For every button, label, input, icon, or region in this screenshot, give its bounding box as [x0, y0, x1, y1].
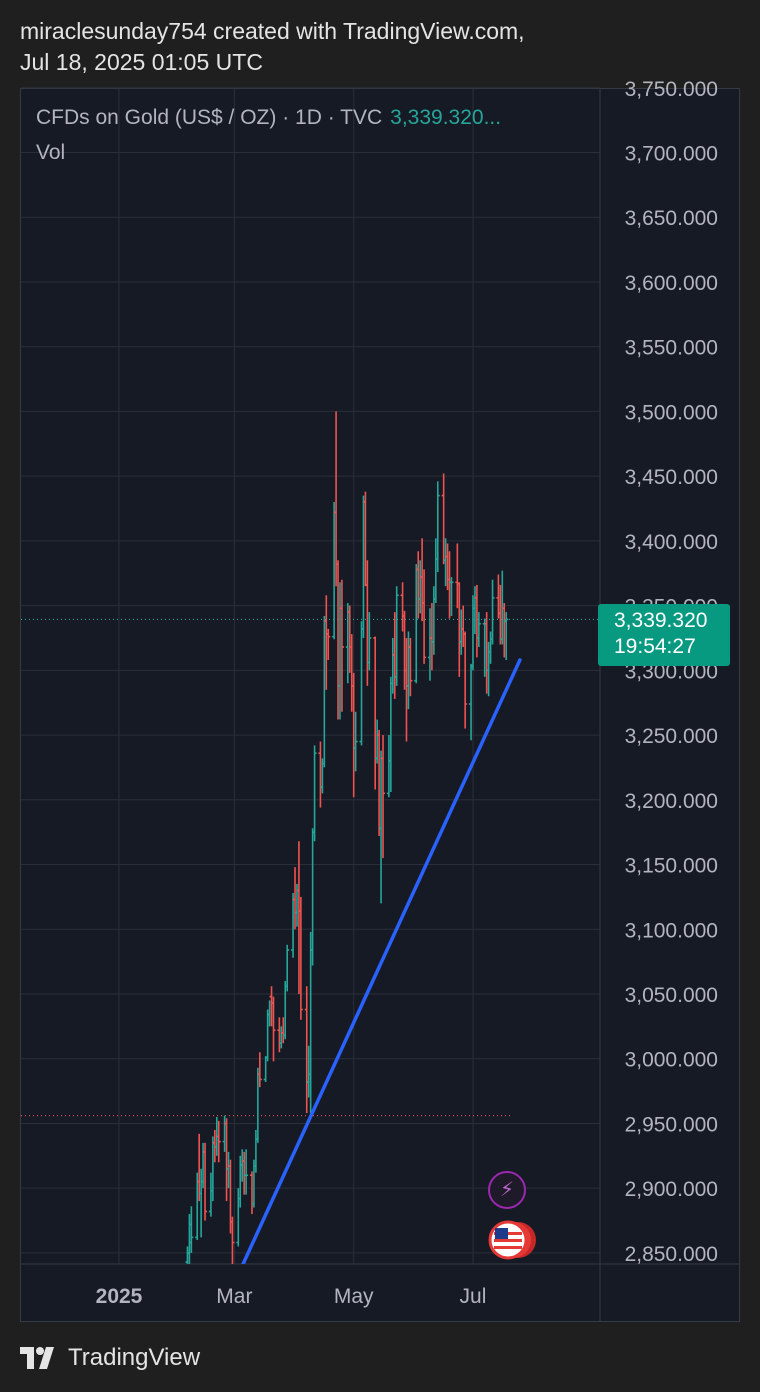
price-tick-label: 3,200.000 [625, 790, 718, 813]
price-tick-label: 3,100.000 [625, 919, 718, 942]
ohlc-bar [189, 1206, 194, 1253]
price-tick-label: 3,700.000 [625, 143, 718, 166]
price-tick-label: 3,400.000 [625, 531, 718, 554]
ohlc-bar [449, 577, 454, 616]
ohlc-bar [312, 745, 317, 842]
ohlc-bar [408, 637, 413, 697]
ohlc-bar [285, 944, 290, 992]
ohlc-bar [244, 1149, 249, 1195]
us-flag-icon[interactable] [488, 1219, 538, 1261]
ohlc-bar [504, 612, 509, 660]
last-price-tag: 3,339.320 19:54:27 [598, 604, 730, 666]
ohlc-bar [381, 735, 386, 859]
ohlc-bar [353, 711, 358, 772]
ohlc-bar [216, 1120, 221, 1163]
volume-legend[interactable]: Vol [36, 141, 66, 164]
symbol-title: CFDs on Gold (US$ / OZ) · 1D · TVC [36, 106, 383, 129]
ohlc-bar [476, 612, 481, 648]
ohlc-bar [339, 579, 344, 712]
ohlc-bar [469, 663, 474, 741]
price-tick-label: 3,750.000 [625, 78, 718, 101]
price-tick-label: 3,450.000 [625, 466, 718, 489]
time-tick-label: Jul [460, 1285, 487, 1308]
caption-author: miraclesunday754 created with TradingVie… [20, 18, 525, 44]
price-tick-label: 2,850.000 [625, 1243, 718, 1266]
ohlc-bar [463, 631, 468, 729]
time-tick-label: May [334, 1285, 374, 1308]
tradingview-logo-icon [20, 1347, 54, 1369]
chart-caption: miraclesunday754 created with TradingVie… [20, 16, 525, 78]
ohlc-bar [422, 569, 427, 664]
brand-name: TradingView [68, 1344, 201, 1371]
price-tick-label: 3,000.000 [625, 1049, 718, 1072]
price-tick-label: 2,900.000 [625, 1178, 718, 1201]
price-tick-label: 3,050.000 [625, 984, 718, 1007]
plot-area [21, 411, 600, 1264]
ohlc-bar [490, 579, 495, 645]
ohlc-bar [435, 481, 440, 572]
ohlc-bar [271, 996, 276, 1062]
last-price-value: 3,339.320 [614, 609, 708, 632]
symbol-legend[interactable]: CFDs on Gold (US$ / OZ) · 1D · TVC 3,339.… [36, 106, 501, 130]
chart-panel[interactable] [20, 88, 740, 1322]
tradingview-brand[interactable]: TradingView [20, 1341, 200, 1375]
price-tick-label: 3,500.000 [625, 401, 718, 424]
price-tick-label: 3,550.000 [625, 337, 718, 360]
ohlc-bar [359, 621, 364, 746]
trendline [241, 658, 522, 1264]
price-tick-label: 3,600.000 [625, 272, 718, 295]
price-tick-label: 2,950.000 [625, 1113, 718, 1136]
ohlc-bar [203, 1142, 208, 1221]
lightning-bolt-icon[interactable]: ⚡ [488, 1171, 526, 1209]
ohlc-bar [257, 1052, 262, 1088]
ohlc-bar [394, 586, 399, 686]
price-tick-label: 3,300.000 [625, 660, 718, 683]
ohlc-bar [367, 612, 372, 671]
price-tick-label: 3,150.000 [625, 855, 718, 878]
ohlc-bar [298, 896, 303, 1020]
ohlc-bar [326, 628, 331, 660]
legend-price: 3,339.320... [390, 106, 502, 129]
price-tick-label: 3,650.000 [625, 207, 718, 230]
ohlc-bar [373, 636, 378, 790]
bar-countdown: 19:54:27 [614, 635, 696, 658]
price-tick-label: 3,250.000 [625, 725, 718, 748]
time-tick-label: Mar [216, 1285, 252, 1308]
time-tick-label: 2025 [96, 1285, 143, 1308]
ohlc-bar [230, 1216, 235, 1264]
caption-timestamp: Jul 18, 2025 01:05 UTC [20, 49, 263, 75]
